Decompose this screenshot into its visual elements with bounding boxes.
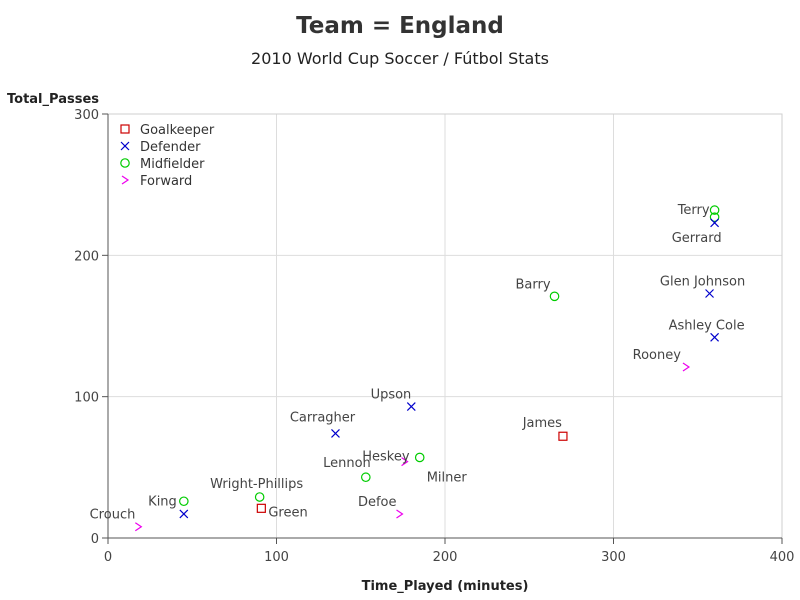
data-point-midfielder xyxy=(709,212,720,222)
x-axis-label: Time_Played (minutes) xyxy=(362,579,529,594)
chart-subtitle: 2010 World Cup Soccer / Fútbol Stats xyxy=(251,49,549,68)
x-tick-label: 400 xyxy=(770,550,795,565)
chart-title: Team = England xyxy=(296,13,504,39)
point-label-upson: Upson xyxy=(371,388,412,403)
legend-label-defender: Defender xyxy=(140,140,201,155)
y-tick-label: 100 xyxy=(74,391,99,406)
point-label-ashley-cole: Ashley Cole xyxy=(669,318,745,333)
data-point-forward xyxy=(396,509,404,519)
legend-marker-midfielder xyxy=(120,158,130,168)
data-point-forward xyxy=(682,362,691,372)
point-label-james: James xyxy=(522,416,562,431)
x-tick-label: 0 xyxy=(104,550,112,565)
data-point-midfielder xyxy=(549,291,560,302)
data-point-defender xyxy=(406,402,416,411)
point-label-king: King xyxy=(148,494,177,509)
legend-label-midfielder: Midfielder xyxy=(140,157,205,172)
x-tick-label: 300 xyxy=(601,550,626,565)
point-label-green: Green xyxy=(268,505,307,520)
data-point-midfielder xyxy=(414,452,425,463)
data-point-defender xyxy=(179,509,189,519)
point-label-milner: Milner xyxy=(427,470,468,485)
grid-lines xyxy=(108,114,782,538)
point-label-lennon: Lennon xyxy=(323,456,371,471)
point-label-defoe: Defoe xyxy=(358,495,397,510)
axes: 0 100 200 300 400 0 100 200 300 xyxy=(74,108,794,565)
x-tick-label: 200 xyxy=(433,550,458,565)
legend-marker-goalkeeper xyxy=(120,124,130,134)
data-point-defender xyxy=(710,332,720,342)
y-tick-label: 300 xyxy=(74,108,99,123)
data-point-midfielder xyxy=(361,472,371,483)
data-point-goalkeeper xyxy=(256,503,266,513)
y-tick-label: 0 xyxy=(91,532,99,547)
data-point-defender xyxy=(710,218,720,228)
point-label-heskey: Heskey xyxy=(362,450,410,465)
data-point-goalkeeper xyxy=(558,431,568,441)
x-tick-label: 100 xyxy=(264,550,289,565)
data-points xyxy=(134,205,720,532)
point-label-barry: Barry xyxy=(515,277,550,292)
legend-label-forward: Forward xyxy=(140,174,192,189)
data-point-defender xyxy=(331,428,340,438)
point-labels: Terry Gerrard Glen Johnson Barry Ashley Cole… xyxy=(90,203,746,523)
legend: Goalkeeper Defender Midfielder Forward xyxy=(120,123,215,189)
data-point-defender xyxy=(705,289,714,298)
point-label-rooney: Rooney xyxy=(633,348,682,363)
point-label-carragher: Carragher xyxy=(290,410,356,425)
point-label-crouch: Crouch xyxy=(90,508,136,523)
legend-label-goalkeeper: Goalkeeper xyxy=(140,123,215,138)
legend-marker-defender xyxy=(120,141,130,151)
point-label-glen-johnson: Glen Johnson xyxy=(660,274,745,289)
point-label-gerrard: Gerrard xyxy=(672,231,722,246)
legend-marker-forward xyxy=(121,175,130,185)
y-axis-label: Total_Passes xyxy=(7,92,99,107)
data-point-midfielder xyxy=(709,205,720,215)
data-point-midfielder xyxy=(254,492,265,502)
point-label-wright-phillips: Wright-Phillips xyxy=(210,477,303,492)
y-tick-label: 200 xyxy=(74,249,99,264)
data-point-midfielder xyxy=(179,496,189,507)
data-point-forward xyxy=(134,522,143,532)
data-point-forward xyxy=(401,457,409,467)
point-label-terry: Terry xyxy=(677,203,710,218)
